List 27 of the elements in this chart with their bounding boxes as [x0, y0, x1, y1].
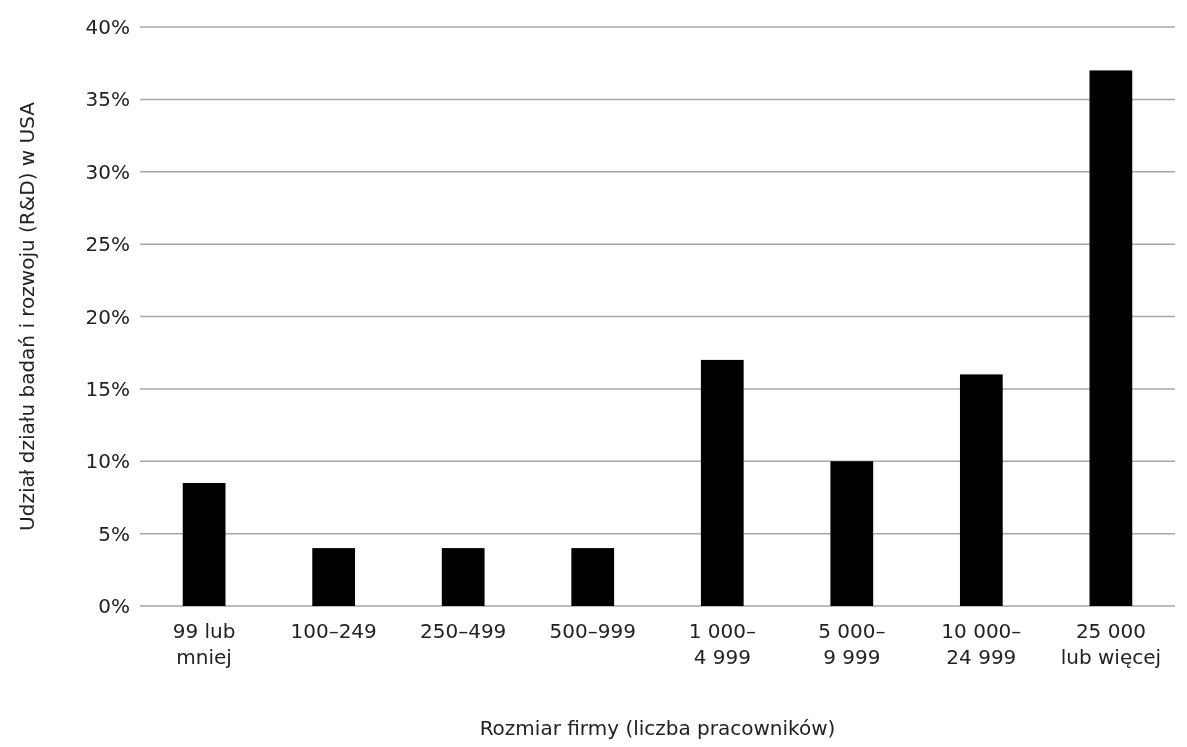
y-tick-label: 15%	[85, 376, 130, 401]
bar	[830, 461, 874, 606]
y-tick-label: 25%	[85, 232, 130, 257]
bar	[441, 548, 485, 606]
bar	[700, 359, 744, 606]
bar	[1089, 70, 1133, 606]
x-tick-label: 1 000– 4 999	[688, 619, 756, 669]
x-tick-label: 5 000– 9 999	[818, 619, 886, 669]
x-tick-label: 250–499	[420, 619, 507, 643]
x-tick-label: 10 000– 24 999	[941, 619, 1022, 669]
y-tick-label: 40%	[85, 15, 130, 39]
y-tick-label: 35%	[85, 87, 130, 112]
y-tick-label: 20%	[85, 304, 130, 329]
y-tick-label: 5%	[98, 521, 130, 546]
x-tick-label: 100–249	[290, 619, 377, 643]
bar	[959, 374, 1003, 606]
y-tick-label: 10%	[85, 449, 130, 474]
x-tick-label: 500–999	[549, 619, 636, 643]
x-tick-label: 25 000 lub więcej	[1060, 619, 1162, 669]
y-axis-title: Udział działu badań i rozwoju (R&D) w USA	[15, 101, 39, 531]
x-axis-title: Rozmiar firmy (liczba pracowników)	[479, 716, 836, 740]
x-tick-label: 99 lub mniej	[172, 619, 236, 669]
y-tick-label: 0%	[98, 594, 130, 618]
y-tick-label: 30%	[85, 159, 130, 184]
bar	[571, 548, 615, 606]
bar	[182, 482, 226, 606]
bar	[312, 548, 356, 606]
